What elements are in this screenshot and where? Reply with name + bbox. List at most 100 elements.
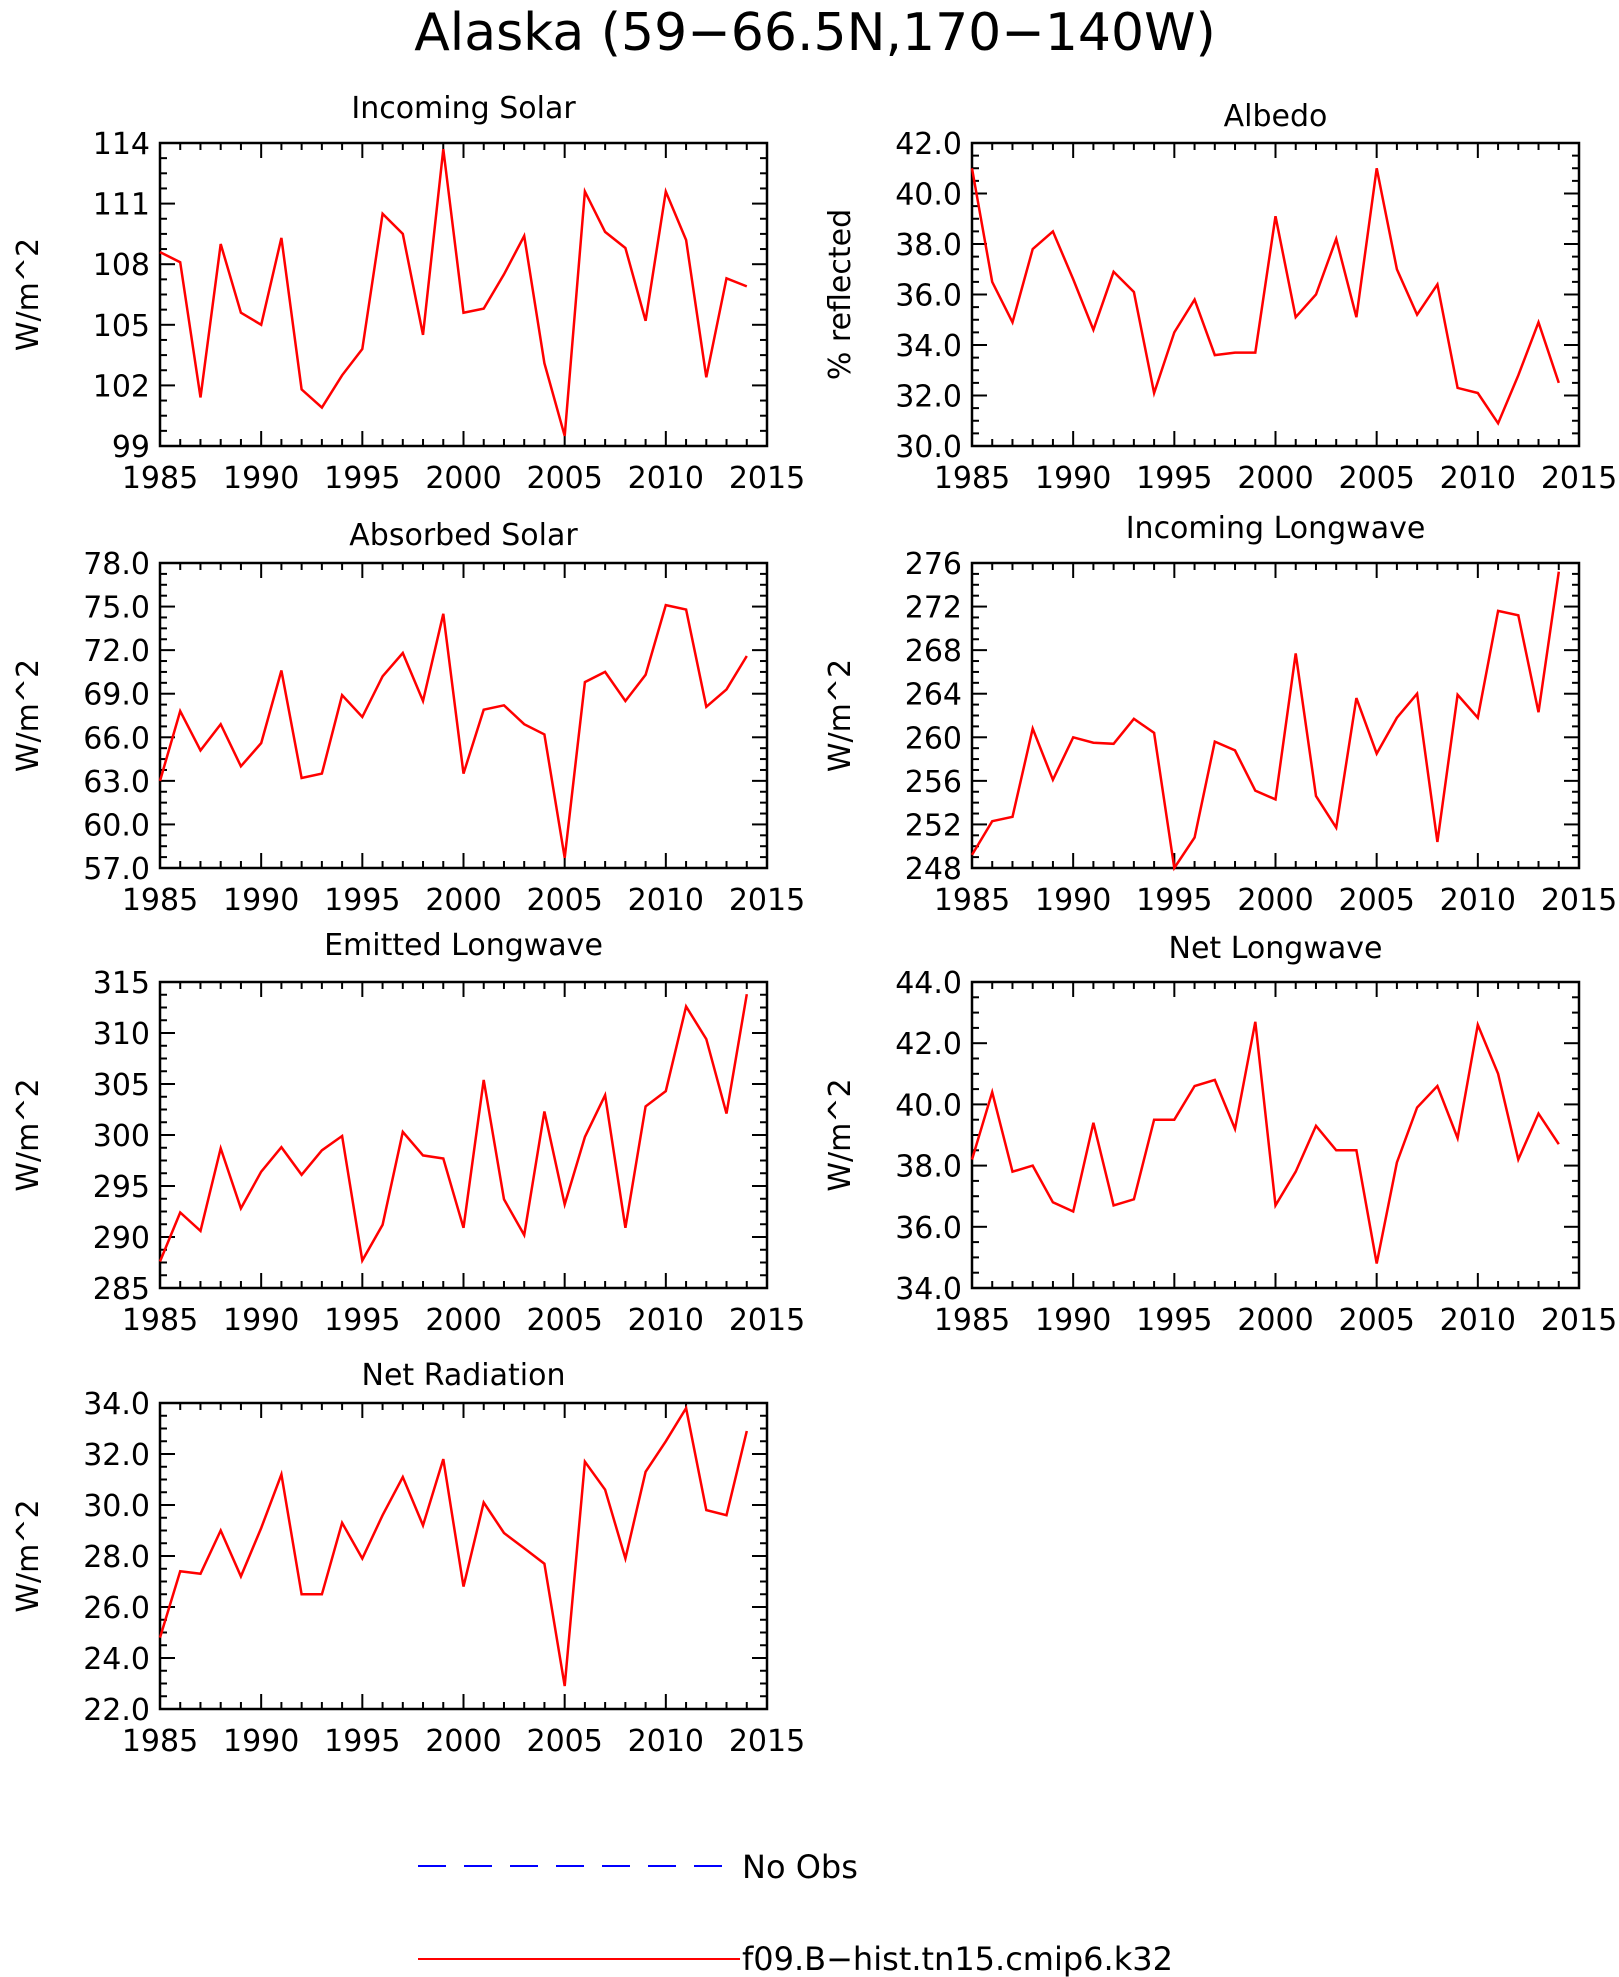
emitted-longwave-ytick-label: 300 xyxy=(93,1119,150,1154)
net-radiation-xtick-label: 1985 xyxy=(122,1724,198,1759)
emitted-longwave-frame xyxy=(158,980,769,1290)
albedo-xtick-label: 2000 xyxy=(1237,461,1313,496)
figure-title: Alaska (59−66.5N,170−140W) xyxy=(414,3,1216,63)
emitted-longwave-xtick-label: 2015 xyxy=(729,1303,805,1338)
net-radiation-xtick-label: 1995 xyxy=(324,1724,400,1759)
legend-obs-label: No Obs xyxy=(742,1848,858,1886)
albedo-ytick-label: 32.0 xyxy=(895,380,962,415)
absorbed-solar-ytick-label: 63.0 xyxy=(83,765,150,800)
absorbed-solar-ytick-label: 78.0 xyxy=(83,547,150,582)
incoming-solar-title: Incoming Solar xyxy=(351,91,576,126)
albedo-xtick-label: 1990 xyxy=(1035,461,1111,496)
net-radiation-series-line xyxy=(158,1404,749,1687)
absorbed-solar-ytick-label: 72.0 xyxy=(83,634,150,669)
incoming-longwave-xtick-label: 1990 xyxy=(1035,883,1111,918)
albedo-xtick-label: 2015 xyxy=(1541,461,1617,496)
panel-incoming-longwave: Incoming Longwave W/m^2 1985 1990 1995 2000 20… xyxy=(823,511,1617,918)
albedo-xtick-label: 2010 xyxy=(1440,461,1516,496)
net-radiation-xtick-label: 2000 xyxy=(425,1724,501,1759)
incoming-longwave-xtick-label: 2010 xyxy=(1440,883,1516,918)
albedo-title: Albedo xyxy=(1224,99,1328,134)
absorbed-solar-ytick-label: 60.0 xyxy=(83,808,150,843)
net-radiation-xtick-label: 2015 xyxy=(729,1724,805,1759)
albedo-ytick-label: 30.0 xyxy=(895,430,962,465)
net-longwave-xtick-label: 2005 xyxy=(1338,1303,1414,1338)
absorbed-solar-title: Absorbed Solar xyxy=(349,518,578,553)
emitted-longwave-xtick-label: 2000 xyxy=(425,1303,501,1338)
absorbed-solar-series-line xyxy=(158,603,748,859)
albedo-ytick-label: 38.0 xyxy=(895,228,962,263)
net-longwave-ytick-label: 44.0 xyxy=(895,966,962,1001)
incoming-longwave-xtick-label: 2000 xyxy=(1237,883,1313,918)
net-longwave-ytick-label: 34.0 xyxy=(895,1272,962,1307)
incoming-solar-xtick-label: 2005 xyxy=(526,461,602,496)
incoming-longwave-xtick-label: 2015 xyxy=(1541,883,1617,918)
emitted-longwave-ylabel: W/m^2 xyxy=(11,1078,46,1191)
incoming-solar-frame xyxy=(158,141,769,448)
absorbed-solar-xtick-label: 2010 xyxy=(628,883,704,918)
incoming-longwave-ytick-label: 256 xyxy=(905,765,962,800)
incoming-solar-ytick-label: 108 xyxy=(93,248,150,283)
absorbed-solar-ytick-label: 57.0 xyxy=(83,852,150,887)
albedo-frame xyxy=(970,141,1581,448)
net-longwave-xtick-label: 1995 xyxy=(1136,1303,1212,1338)
emitted-longwave-ytick-label: 310 xyxy=(93,1017,150,1052)
incoming-solar-xtick-label: 2015 xyxy=(729,461,805,496)
incoming-solar-ylabel: W/m^2 xyxy=(11,238,46,351)
incoming-longwave-xtick-label: 1985 xyxy=(934,883,1010,918)
absorbed-solar-ytick-label: 75.0 xyxy=(83,591,150,626)
absorbed-solar-xtick-label: 2015 xyxy=(729,883,805,918)
panel-net-radiation: Net Radiation W/m^2 1985 1990 1995 2000 2005 20… xyxy=(11,1358,805,1759)
albedo-ytick-label: 36.0 xyxy=(895,279,962,314)
net-longwave-series-line xyxy=(970,1020,1560,1264)
net-longwave-ylabel: W/m^2 xyxy=(823,1078,858,1191)
incoming-solar-xtick-label: 2010 xyxy=(628,461,704,496)
emitted-longwave-ytick-label: 315 xyxy=(93,966,150,1001)
absorbed-solar-ytick-label: 69.0 xyxy=(83,678,150,713)
net-longwave-ytick-label: 36.0 xyxy=(895,1211,962,1246)
emitted-longwave-ytick-label: 295 xyxy=(93,1170,150,1205)
albedo-ylabel: % reflected xyxy=(823,209,858,380)
absorbed-solar-frame xyxy=(158,561,769,870)
incoming-longwave-series-line xyxy=(970,571,1561,872)
emitted-longwave-series-line xyxy=(158,993,749,1265)
incoming-solar-ytick-label: 102 xyxy=(93,369,150,404)
absorbed-solar-xtick-label: 2005 xyxy=(526,883,602,918)
incoming-solar-xtick-label: 1995 xyxy=(324,461,400,496)
net-radiation-ytick-label: 22.0 xyxy=(83,1693,150,1728)
net-radiation-ytick-label: 32.0 xyxy=(83,1438,150,1473)
legend: No Obs f09.B−hist.tn15.cmip6.k32 xyxy=(418,1848,1173,1977)
incoming-longwave-ytick-label: 260 xyxy=(905,721,962,756)
albedo-xtick-label: 1995 xyxy=(1136,461,1212,496)
emitted-longwave-title: Emitted Longwave xyxy=(324,928,603,963)
emitted-longwave-xtick-label: 1995 xyxy=(324,1303,400,1338)
incoming-longwave-frame xyxy=(970,561,1581,870)
absorbed-solar-xtick-label: 1995 xyxy=(324,883,400,918)
absorbed-solar-xtick-label: 2000 xyxy=(425,883,501,918)
incoming-longwave-ytick-label: 268 xyxy=(905,634,962,669)
legend-model-label: f09.B−hist.tn15.cmip6.k32 xyxy=(742,1940,1173,1977)
net-longwave-ytick-label: 38.0 xyxy=(895,1150,962,1185)
incoming-solar-series-line xyxy=(159,148,748,437)
absorbed-solar-ytick-label: 66.0 xyxy=(83,721,150,756)
net-longwave-title: Net Longwave xyxy=(1169,931,1383,966)
net-longwave-xtick-label: 1990 xyxy=(1035,1303,1111,1338)
incoming-solar-xtick-label: 1985 xyxy=(122,461,198,496)
emitted-longwave-ytick-label: 305 xyxy=(93,1068,150,1103)
albedo-series-line xyxy=(970,168,1560,426)
net-radiation-frame xyxy=(158,1401,769,1711)
panel-absorbed-solar: Absorbed Solar W/m^2 1985 1990 1995 2000 2005 2… xyxy=(11,518,805,918)
net-longwave-xtick-label: 2010 xyxy=(1440,1303,1516,1338)
net-radiation-ytick-label: 30.0 xyxy=(83,1489,150,1524)
emitted-longwave-xtick-label: 2005 xyxy=(526,1303,602,1338)
net-radiation-ytick-label: 28.0 xyxy=(83,1540,150,1575)
net-radiation-ytick-label: 34.0 xyxy=(83,1387,150,1422)
net-longwave-xtick-label: 2015 xyxy=(1541,1303,1617,1338)
net-longwave-ytick-label: 42.0 xyxy=(895,1027,962,1062)
panel-incoming-solar: Incoming Solar W/m^2 1985 1990 1995 2000 2005 2… xyxy=(11,91,805,496)
incoming-longwave-ytick-label: 264 xyxy=(905,678,962,713)
incoming-solar-xtick-label: 1990 xyxy=(223,461,299,496)
emitted-longwave-xtick-label: 2010 xyxy=(628,1303,704,1338)
net-radiation-xtick-label: 2010 xyxy=(628,1724,704,1759)
incoming-solar-ytick-label: 105 xyxy=(93,309,150,344)
